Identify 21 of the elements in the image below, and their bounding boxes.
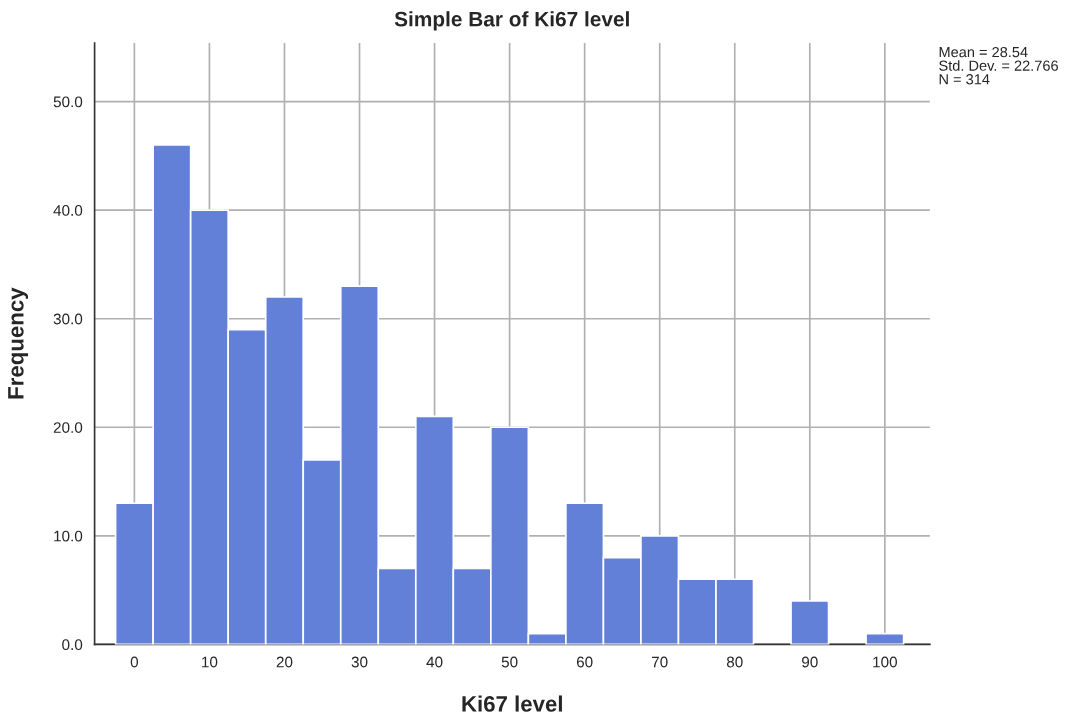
chart-title: Simple Bar of Ki67 level	[394, 11, 629, 31]
x-tick-label: 10	[202, 656, 218, 668]
y-tick-label: 30.0	[53, 313, 83, 325]
x-tick-label: 60	[576, 656, 593, 668]
x-axis-title: Ki67 level	[462, 695, 562, 712]
x-tick-label: 0	[130, 656, 139, 668]
x-tick-label: 30	[351, 656, 368, 668]
y-tick-label: 0.0	[62, 639, 83, 651]
y-tick-label: 40.0	[53, 205, 83, 216]
y-tick-label: 10.0	[54, 530, 83, 542]
x-tick-label: 40	[426, 656, 443, 668]
x-tick-label: 20	[276, 656, 293, 668]
y-tick-label: 20.0	[53, 422, 83, 433]
x-tick-label: 100	[873, 656, 897, 668]
y-tick-label: 50.0	[53, 96, 83, 108]
y-axis-title: Frequency	[8, 287, 29, 399]
x-tick-label: 70	[651, 656, 668, 668]
text: Mean = 28.54 Std. Dev. = 22.766 N = 314	[939, 46, 1058, 85]
x-tick-label: 50	[501, 656, 518, 668]
x-tick-label: 90	[802, 656, 818, 668]
x-tick-label: 80	[726, 656, 743, 668]
